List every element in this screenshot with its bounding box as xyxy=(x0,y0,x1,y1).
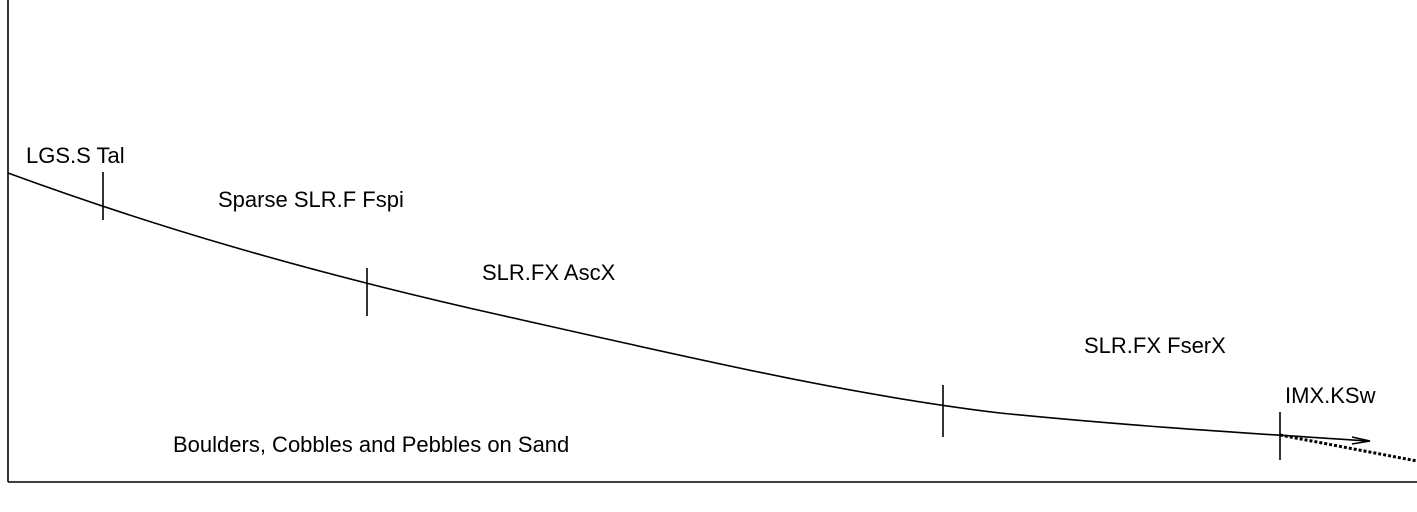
zone-label: SLR.FX FserX xyxy=(1084,333,1226,358)
zone-label: IMX.KSw xyxy=(1285,383,1376,408)
arrow-head xyxy=(1351,436,1371,445)
zone-label: LGS.S Tal xyxy=(26,143,125,168)
dotted-extension xyxy=(1279,433,1417,463)
zone-label: SLR.FX AscX xyxy=(482,260,616,285)
substrate-label: Boulders, Cobbles and Pebbles on Sand xyxy=(173,432,569,457)
zone-label: Sparse SLR.F Fspi xyxy=(218,187,404,212)
shore-profile xyxy=(7,172,1369,442)
